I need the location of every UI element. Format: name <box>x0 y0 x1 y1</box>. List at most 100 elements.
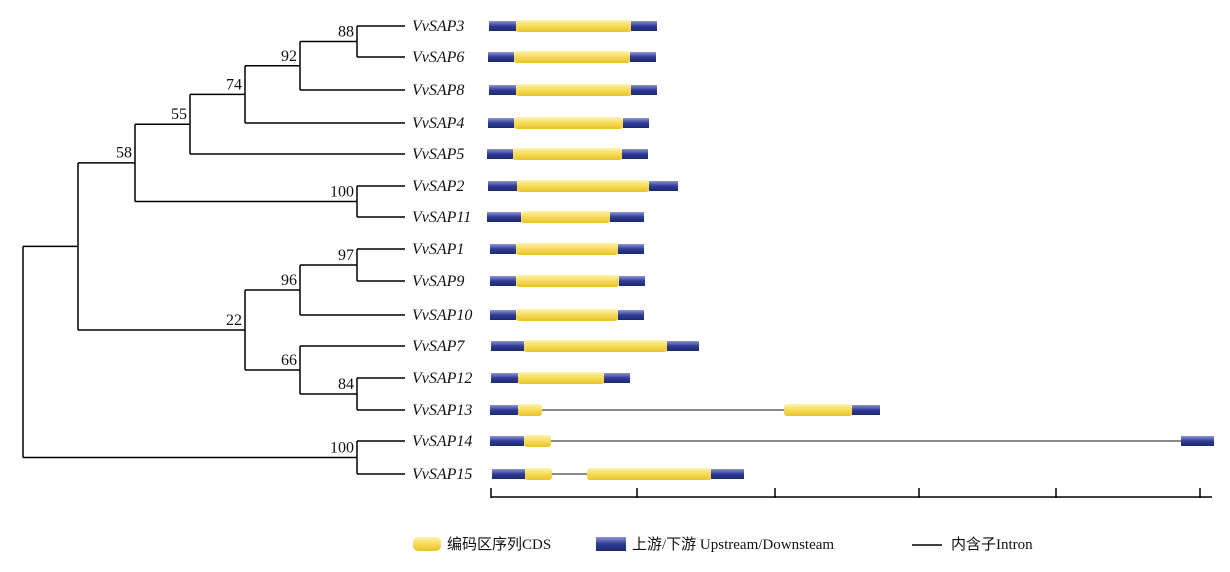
utr-segment <box>604 373 630 383</box>
bootstrap-value: 100 <box>330 440 354 457</box>
utr-segment <box>491 341 524 351</box>
cds-segment <box>516 20 631 32</box>
cds-segment <box>514 117 623 129</box>
legend-intron-label: 内含子Intron <box>951 536 1033 553</box>
gene-labels: VvSAP3 VvSAP6 VvSAP8 VvSAP4 VvSAP5 VvSAP2 VvSA… <box>412 18 472 483</box>
utr-segment <box>488 118 514 128</box>
gene-label: VvSAP10 <box>412 307 472 324</box>
utr-segment <box>630 52 656 62</box>
legend-item-intron: 内含子Intron <box>912 536 1033 553</box>
gene-structure <box>490 275 645 287</box>
gene-structure <box>491 340 699 352</box>
cds-segment <box>516 84 631 96</box>
bootstrap-values: 88 92 74 55 100 58 97 96 84 66 22 100 <box>116 24 354 457</box>
cds-segment <box>516 309 618 321</box>
utr-segment <box>631 21 657 31</box>
utr-segment <box>490 436 524 446</box>
gene-structure <box>488 51 656 63</box>
gene-structure <box>488 180 678 192</box>
legend-item-utr: 上游/下游 Upstream/Downsteam <box>596 536 834 553</box>
bootstrap-value: 74 <box>226 77 242 94</box>
utr-segment <box>490 276 516 286</box>
bootstrap-value: 88 <box>338 24 354 41</box>
gene-label: VvSAP13 <box>412 402 472 419</box>
gene-label: VvSAP12 <box>412 370 472 387</box>
gene-structure <box>488 117 649 129</box>
utr-segment <box>623 118 649 128</box>
bootstrap-value: 22 <box>226 312 242 329</box>
legend: 编码区序列CDS 上游/下游 Upstream/Downsteam 内含子Int… <box>413 536 1033 553</box>
cds-segment <box>524 435 551 447</box>
bootstrap-value: 58 <box>116 145 132 162</box>
utr-segment <box>489 21 516 31</box>
legend-utr-swatch <box>596 537 626 551</box>
cds-segment <box>521 211 610 223</box>
bootstrap-value: 97 <box>338 247 354 264</box>
utr-segment <box>610 212 644 222</box>
utr-segment <box>488 181 517 191</box>
gene-structure <box>490 404 880 416</box>
legend-cds-label: 编码区序列CDS <box>447 536 551 553</box>
gene-label: VvSAP4 <box>412 115 464 132</box>
utr-segment <box>491 373 518 383</box>
gene-structure <box>491 372 630 384</box>
gene-label: VvSAP8 <box>412 82 464 99</box>
utr-segment <box>618 244 644 254</box>
gene-structure <box>490 309 644 321</box>
bootstrap-value: 92 <box>281 48 297 65</box>
cds-segment <box>514 51 630 63</box>
gene-label: VvSAP9 <box>412 273 464 290</box>
cds-segment <box>524 340 667 352</box>
cds-segment <box>518 372 604 384</box>
cds-segment <box>516 243 618 255</box>
utr-segment <box>489 85 516 95</box>
bootstrap-value: 66 <box>281 352 297 369</box>
gene-label: VvSAP2 <box>412 178 464 195</box>
utr-segment <box>1181 436 1214 446</box>
bootstrap-value: 84 <box>338 376 354 393</box>
gene-label: VvSAP7 <box>412 338 465 355</box>
phylogenetic-tree <box>22 25 405 475</box>
utr-segment <box>667 341 699 351</box>
gene-structures <box>487 20 1214 480</box>
gene-label: VvSAP6 <box>412 49 464 66</box>
gene-structure <box>487 211 644 223</box>
gene-structure <box>487 148 648 160</box>
cds-segment <box>587 468 711 480</box>
gene-structure <box>489 84 657 96</box>
utr-segment <box>490 310 516 320</box>
utr-segment <box>490 405 518 415</box>
gene-structure <box>492 468 744 480</box>
utr-segment <box>631 85 657 95</box>
cds-segment <box>518 404 542 416</box>
bootstrap-value: 55 <box>171 106 187 123</box>
gene-structure <box>489 20 657 32</box>
utr-segment <box>619 276 645 286</box>
gene-label: VvSAP3 <box>412 18 464 35</box>
cds-segment <box>784 404 852 416</box>
gene-label: VvSAP14 <box>412 433 472 450</box>
cds-segment <box>517 180 649 192</box>
utr-segment <box>490 244 516 254</box>
utr-segment <box>487 212 521 222</box>
cds-segment <box>516 275 619 287</box>
scale-axis <box>490 488 1212 498</box>
legend-utr-label: 上游/下游 Upstream/Downsteam <box>632 536 834 553</box>
utr-segment <box>622 149 648 159</box>
utr-segment <box>618 310 644 320</box>
gene-structure <box>490 435 1214 447</box>
bootstrap-value: 96 <box>281 272 297 289</box>
utr-segment <box>492 469 525 479</box>
utr-segment <box>488 52 514 62</box>
legend-item-cds: 编码区序列CDS <box>413 536 551 553</box>
gene-label: VvSAP15 <box>412 466 472 483</box>
cds-segment <box>513 148 622 160</box>
gene-label: VvSAP5 <box>412 146 464 163</box>
gene-label: VvSAP11 <box>412 209 471 226</box>
cds-segment <box>525 468 552 480</box>
legend-cds-swatch <box>413 537 441 551</box>
bootstrap-value: 100 <box>330 184 354 201</box>
utr-segment <box>487 149 513 159</box>
utr-segment <box>711 469 744 479</box>
